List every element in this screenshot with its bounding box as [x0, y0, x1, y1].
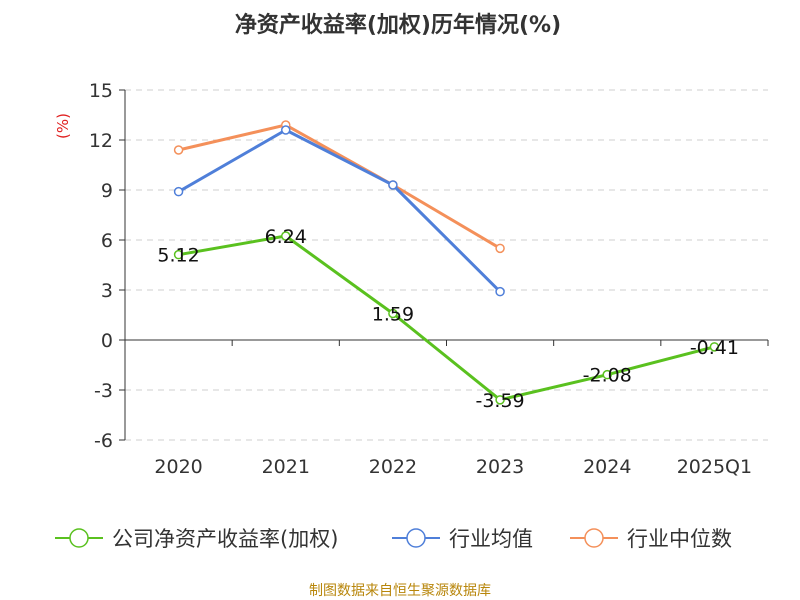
legend-label: 公司净资产收益率(加权): [112, 527, 338, 551]
data-point: [495, 286, 505, 297]
y-tick-label: 12: [89, 130, 113, 152]
data-point: [281, 125, 291, 135]
data-point: [281, 231, 291, 241]
y-tick-label: 3: [101, 280, 113, 302]
legend-item: 行业均值: [392, 527, 533, 551]
data-label: -0.41: [690, 337, 739, 359]
x-tick-label: 2022: [369, 456, 417, 478]
chart-title: 净资产收益率(加权)历年情况(%): [235, 12, 561, 38]
legend-item: 行业中位数: [570, 527, 732, 551]
data-label: 1.59: [372, 304, 414, 326]
y-tick-label: -6: [94, 430, 113, 452]
series-line: [178, 123, 501, 250]
legend-marker: [69, 528, 89, 548]
series-layer: [173, 120, 720, 405]
legend: 公司净资产收益率(加权) 行业均值 行业中位数: [55, 527, 732, 551]
legend-marker: [584, 528, 604, 548]
x-tick-label: 2024: [583, 456, 631, 478]
y-tick-label: 15: [89, 80, 113, 102]
y-tick-label: 0: [101, 330, 113, 352]
series-line: [177, 128, 502, 293]
source-note: 制图数据来自恒生聚源数据库: [309, 583, 491, 599]
data-point: [173, 249, 184, 260]
data-label: -3.59: [475, 390, 524, 412]
legend-label: 行业均值: [449, 527, 533, 551]
x-tick-label: 2023: [476, 456, 524, 478]
data-point: [388, 308, 398, 319]
data-point: [388, 180, 398, 190]
series-0: [173, 231, 720, 405]
data-point: [495, 395, 505, 405]
data-labels: 5.12 6.24 1.59 -3.59 -2.08 -0.41: [157, 226, 739, 412]
series-line: [178, 234, 715, 402]
y-tick-label: -3: [94, 380, 113, 402]
x-tick-label: 2020: [154, 456, 202, 478]
x-tick-labels: 2020 2021 2022 2023 2024 2025Q1: [154, 456, 752, 478]
data-label: -2.08: [583, 365, 632, 387]
legend-label: 行业中位数: [627, 527, 732, 551]
y-tick-label: 9: [101, 180, 113, 202]
data-point: [173, 186, 184, 197]
y-axis-label: (%): [54, 113, 72, 139]
series-1: [173, 125, 505, 297]
y-tick-labels: 15 12 9 6 3 0 -3 -6: [89, 80, 113, 452]
series-2: [173, 120, 505, 254]
x-tick-label: 2021: [262, 456, 310, 478]
legend-marker: [406, 528, 426, 548]
data-label: 5.12: [157, 245, 199, 267]
legend-item: 公司净资产收益率(加权): [55, 527, 338, 551]
y-tick-label: 6: [101, 230, 113, 252]
data-point: [173, 145, 184, 155]
data-point: [709, 342, 720, 352]
data-point: [602, 369, 612, 380]
data-point: [495, 243, 505, 254]
x-tick-label: 2025Q1: [677, 456, 752, 478]
grid-lines: [125, 89, 768, 441]
axes: [119, 89, 769, 441]
data-label: 6.24: [265, 226, 307, 248]
